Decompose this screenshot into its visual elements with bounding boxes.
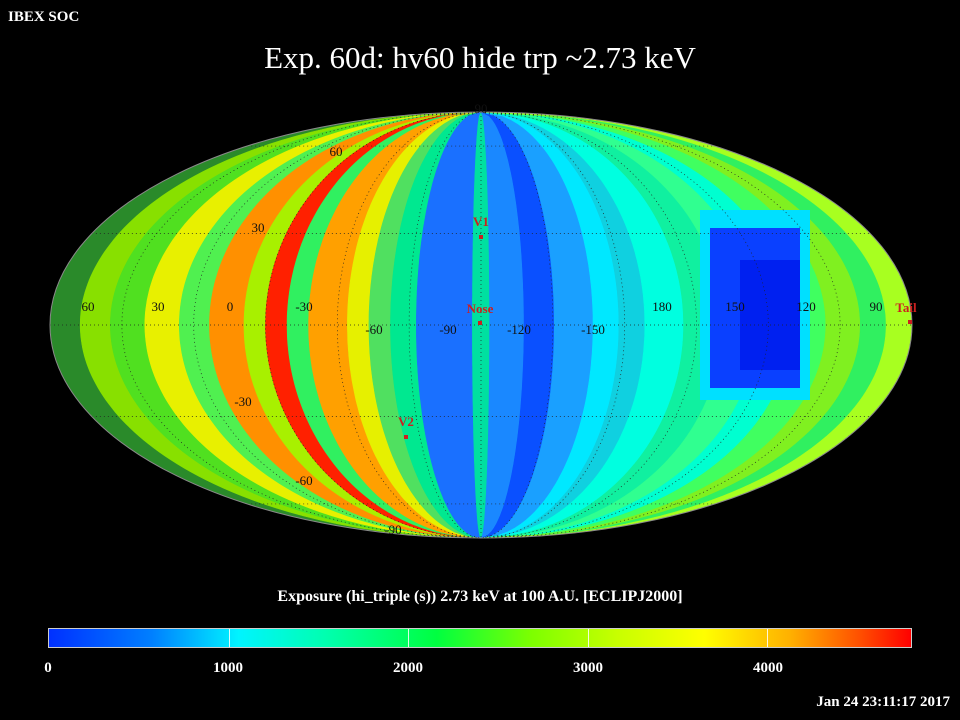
latitude-label: 90 xyxy=(475,101,488,116)
colorbar-tick-label: 2000 xyxy=(393,660,423,676)
meridian-line xyxy=(480,112,769,538)
org-label: IBEX SOC xyxy=(8,9,80,25)
marker-label: V1 xyxy=(473,214,489,229)
longitude-label: -30 xyxy=(295,299,312,314)
marker-label: Nose xyxy=(467,301,494,316)
marker-dot xyxy=(479,235,483,239)
map-markers: V1 Nose V2 Tail xyxy=(398,214,917,439)
longitude-label: 30 xyxy=(152,299,165,314)
colorbar-title: Exposure (hi_triple (s)) 2.73 keV at 100… xyxy=(277,588,683,605)
colorbar-tick-label: 1000 xyxy=(213,660,243,676)
timestamp: Jan 24 23:11:17 2017 xyxy=(816,694,950,710)
colorbar-tick-label: 0 xyxy=(44,660,52,676)
longitude-labels: 60 30 0 -30 -60 -90 -120 -150 180 150 120 90 xyxy=(82,299,883,337)
longitude-label: -120 xyxy=(507,322,531,337)
longitude-label: 120 xyxy=(796,299,816,314)
longitude-label: -90 xyxy=(439,322,456,337)
colorbar-tick-label: 4000 xyxy=(753,660,783,676)
longitude-label: 180 xyxy=(652,299,672,314)
meridian-line xyxy=(265,112,482,538)
colorbar-tick xyxy=(587,629,589,647)
meridian-line xyxy=(193,112,482,538)
latitude-label: 60 xyxy=(330,144,343,159)
marker-dot xyxy=(404,435,408,439)
meridian-line xyxy=(480,112,697,538)
exposure-patch xyxy=(740,260,800,370)
colorbar-tick xyxy=(408,629,410,647)
exposure-patches xyxy=(700,210,810,400)
map-outline xyxy=(49,111,913,539)
colorbar xyxy=(48,628,912,648)
longitude-label: 0 xyxy=(227,299,234,314)
latitude-labels: 90 60 30 -30 -60 -90 xyxy=(234,101,487,537)
marker-label: Tail xyxy=(895,300,917,315)
marker-label: V2 xyxy=(398,414,414,429)
colorbar-tick xyxy=(767,629,769,647)
latitude-label: -30 xyxy=(234,394,251,409)
latitude-label: -90 xyxy=(384,522,401,537)
map-title: Exp. 60d: hv60 hide trp ~2.73 keV xyxy=(264,40,696,75)
longitude-label: 150 xyxy=(725,299,745,314)
latitude-label: -60 xyxy=(295,473,312,488)
meridian-line xyxy=(480,112,841,538)
longitude-label: -150 xyxy=(581,322,605,337)
longitude-label: 60 xyxy=(82,299,95,314)
marker-dot xyxy=(478,321,482,325)
colorbar-tick xyxy=(228,629,230,647)
marker-dot xyxy=(908,320,912,324)
longitude-label: -60 xyxy=(365,322,382,337)
meridian-line xyxy=(121,112,482,538)
exposure-strips xyxy=(50,112,912,538)
longitude-label: 90 xyxy=(870,299,883,314)
colorbar-tick-label: 3000 xyxy=(573,660,603,676)
latitude-label: 30 xyxy=(252,220,265,235)
